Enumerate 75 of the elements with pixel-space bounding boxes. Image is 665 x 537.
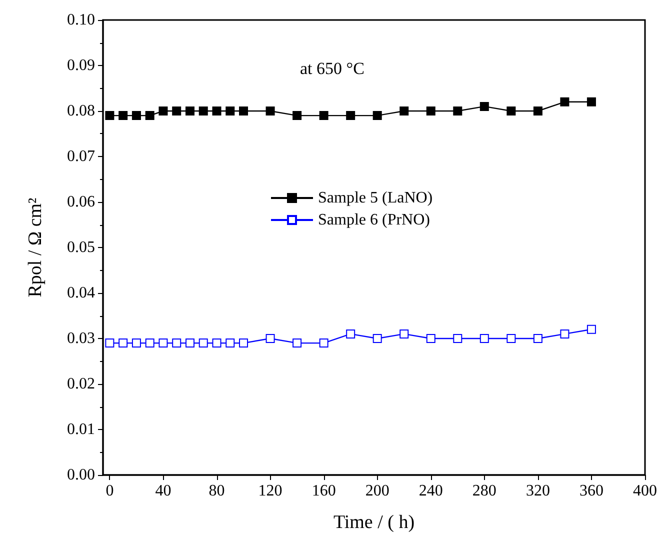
legend-label: Sample 6 (PrNO) [318, 212, 430, 228]
point [132, 338, 141, 348]
annotation: at 650 °C [300, 59, 364, 78]
point [400, 106, 409, 116]
x-tick-label: 120 [258, 482, 282, 500]
point [506, 334, 516, 343]
point [239, 106, 248, 116]
x-tick-label: 0 [106, 482, 114, 500]
point [239, 338, 248, 348]
point [506, 106, 516, 116]
point [185, 338, 194, 348]
y-tick-label: 0.02 [67, 376, 95, 392]
point [198, 106, 208, 116]
point [226, 106, 235, 116]
point [118, 111, 128, 120]
point [198, 338, 208, 348]
x-tick-label: 240 [418, 482, 443, 500]
point [172, 106, 182, 116]
point [292, 111, 302, 120]
point [533, 334, 542, 343]
point [185, 106, 194, 116]
point [346, 111, 356, 120]
y-tick-label: 0.03 [67, 330, 95, 347]
point [560, 97, 570, 106]
y-tick-label: 0.08 [67, 102, 95, 120]
point [346, 329, 356, 338]
x-tick-label: 160 [312, 482, 336, 500]
x-tick-label: 400 [633, 482, 657, 500]
point [266, 334, 275, 343]
point [586, 97, 596, 106]
point [105, 111, 114, 120]
point [319, 111, 328, 120]
point [292, 338, 302, 348]
point [400, 329, 409, 338]
y-tick-label: 0.01 [67, 421, 95, 438]
point [453, 106, 462, 116]
point [118, 338, 128, 348]
point [226, 338, 235, 348]
legend-label: Sample 5 (LaNO) [318, 190, 433, 206]
point [426, 334, 436, 343]
y-tick-label: 0.00 [67, 466, 95, 484]
point [560, 329, 570, 338]
point [586, 324, 596, 334]
x-axis-title: Time / ( h) [333, 512, 415, 533]
y-tick-label: 0.06 [67, 194, 95, 210]
y-tick-label: 0.04 [67, 284, 95, 302]
point [319, 338, 328, 348]
x-tick-label: 320 [526, 482, 550, 500]
x-tick-label: 200 [365, 482, 390, 500]
point [372, 111, 382, 120]
point [212, 338, 222, 348]
point [533, 106, 542, 116]
x-tick-label: 360 [579, 482, 604, 500]
point [480, 334, 489, 343]
point [132, 111, 141, 120]
y-tick-label: 0.07 [67, 148, 95, 165]
point [480, 102, 489, 111]
point [158, 106, 168, 116]
y-tick-label: 0.09 [67, 57, 95, 74]
point [105, 338, 114, 348]
point [426, 106, 436, 116]
point [172, 338, 182, 348]
y-tick-label: 0.10 [67, 12, 95, 28]
point [372, 334, 382, 343]
point [145, 111, 154, 120]
point [158, 338, 168, 348]
x-tick-label: 280 [472, 482, 496, 500]
x-tick-label: 40 [155, 482, 172, 500]
y-axis-title: Rpol / Ω cm² [25, 197, 46, 298]
point [212, 106, 222, 116]
point [145, 338, 154, 348]
point [453, 334, 462, 343]
y-tick-label: 0.05 [67, 239, 95, 256]
point [266, 106, 275, 116]
x-tick-label: 80 [208, 482, 225, 500]
